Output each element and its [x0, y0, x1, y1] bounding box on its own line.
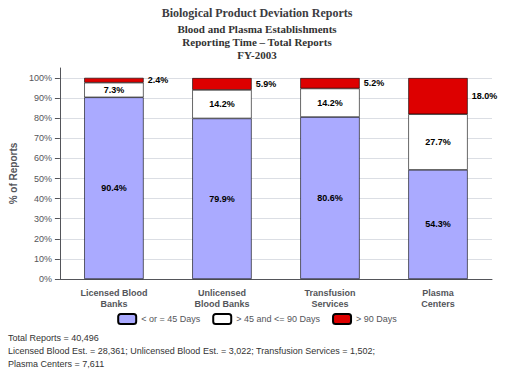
- svg-text:> 45 and <= 90 Days: > 45 and <= 90 Days: [236, 314, 320, 324]
- svg-text:< or = 45 Days: < or = 45 Days: [141, 314, 201, 324]
- svg-text:10%: 10%: [34, 254, 52, 264]
- svg-text:5.9%: 5.9%: [256, 79, 277, 89]
- svg-text:80%: 80%: [34, 113, 52, 123]
- svg-text:Blood Banks: Blood Banks: [194, 299, 249, 309]
- svg-text:50%: 50%: [34, 174, 52, 184]
- svg-text:Banks: Banks: [100, 299, 127, 309]
- svg-text:18.0%: 18.0%: [472, 91, 498, 101]
- svg-text:FY-2003: FY-2003: [237, 49, 277, 61]
- svg-text:90%: 90%: [34, 93, 52, 103]
- svg-text:7.3%: 7.3%: [104, 85, 125, 95]
- svg-text:79.9%: 79.9%: [209, 194, 235, 204]
- svg-text:2.4%: 2.4%: [148, 75, 169, 85]
- svg-text:14.2%: 14.2%: [317, 98, 343, 108]
- svg-text:% of Reports: % of Reports: [8, 142, 19, 204]
- svg-text:54.3%: 54.3%: [425, 219, 451, 229]
- svg-text:5.2%: 5.2%: [364, 78, 385, 88]
- svg-text:60%: 60%: [34, 153, 52, 163]
- svg-text:70%: 70%: [34, 133, 52, 143]
- svg-text:Biological Product Deviation R: Biological Product Deviation Reports: [162, 6, 353, 20]
- svg-text:Licensed Blood: Licensed Blood: [80, 288, 147, 298]
- svg-text:30%: 30%: [34, 214, 52, 224]
- svg-text:27.7%: 27.7%: [425, 137, 451, 147]
- svg-text:> 90 Days: > 90 Days: [356, 314, 397, 324]
- svg-text:Unlicensed: Unlicensed: [198, 288, 246, 298]
- svg-text:Plasma Centers = 7,611: Plasma Centers = 7,611: [8, 359, 104, 369]
- svg-text:0%: 0%: [39, 274, 52, 284]
- svg-text:Transfusion: Transfusion: [304, 288, 355, 298]
- svg-text:Licensed Blood Est. = 28,361;: Licensed Blood Est. = 28,361; Unlicensed…: [8, 346, 375, 356]
- svg-text:Plasma: Plasma: [422, 288, 455, 298]
- svg-text:90.4%: 90.4%: [101, 183, 127, 193]
- svg-text:Reporting Time – Total Reports: Reporting Time – Total Reports: [182, 36, 332, 48]
- svg-text:Blood and Plasma Establishment: Blood and Plasma Establishments: [177, 23, 337, 35]
- svg-text:Total Reports = 40,496: Total Reports = 40,496: [8, 333, 99, 343]
- svg-text:20%: 20%: [34, 234, 52, 244]
- svg-text:80.6%: 80.6%: [317, 193, 343, 203]
- svg-text:Centers: Centers: [421, 299, 455, 309]
- svg-text:Services: Services: [311, 299, 348, 309]
- svg-text:100%: 100%: [29, 73, 52, 83]
- svg-text:14.2%: 14.2%: [209, 99, 235, 109]
- svg-text:40%: 40%: [34, 194, 52, 204]
